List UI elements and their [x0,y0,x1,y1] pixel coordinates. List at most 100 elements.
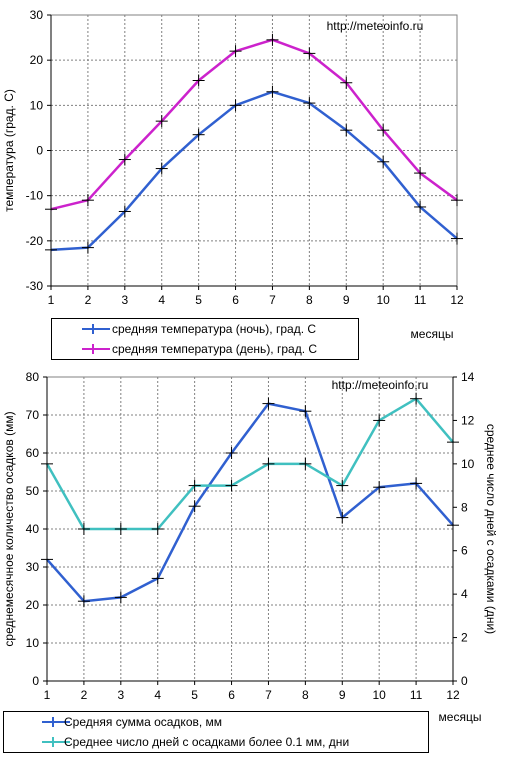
data-point [447,436,459,449]
y-axis-title: температура (град. С) [2,89,16,212]
legend-temperature: средняя температура (ночь), град. С сред… [51,318,359,360]
data-point [451,232,463,245]
x-tick-label: 9 [339,688,346,702]
y2-axis-title: среднее число дней с осадками (дни) [484,424,498,634]
y-tick-label: 50 [26,484,40,498]
data-point [340,76,353,89]
y2-tick-label: 0 [461,674,468,688]
data-point [155,162,168,175]
data-point [114,523,127,535]
y2-tick-label: 8 [461,500,468,514]
data-point [303,97,316,110]
data-point [373,414,386,427]
x-tick-label: 3 [117,688,124,702]
y-tick-label: -10 [26,189,44,203]
x-tick-label: 11 [414,293,427,307]
y2-tick-label: 10 [461,457,475,471]
data-point [262,457,275,470]
y-tick-label: 30 [30,8,44,22]
x-tick-label: 3 [121,293,128,307]
series-line-2 [45,397,454,531]
data-point [229,99,242,112]
y-tick-label: 10 [30,98,44,112]
legend-label-sum: Средняя сумма осадков, мм [64,715,223,729]
data-point [262,397,275,410]
y-tick-label: 0 [32,674,39,688]
data-point [114,591,127,604]
data-point [192,74,205,87]
x-tick-label: 1 [48,293,55,307]
y-tick-label: -30 [26,279,44,293]
x-tick-label: 5 [195,293,202,307]
y-tick-label: 10 [26,636,40,650]
data-point [41,553,53,566]
x-tick-label: 7 [269,293,276,307]
legend-swatch-night [82,324,110,334]
x-tick-label: 10 [373,688,387,702]
y-axis-title: среднемесячное количество осадков (мм) [2,411,16,646]
data-point [266,85,279,98]
x-tick-label: 4 [158,293,165,307]
legend-swatch-day [82,344,110,354]
data-point [151,523,164,535]
legend-item-day: средняя температура (день), град. С [52,339,358,359]
x-tick-label: 8 [302,688,309,702]
series-line-1 [50,90,458,252]
y2-tick-label: 4 [461,587,468,601]
legend-precipitation: Средняя сумма осадков, мм Среднее число … [3,711,429,753]
data-point [410,392,423,405]
y-tick-label: 20 [26,598,40,612]
data-point [225,479,238,492]
source-label: http://meteoinfo.ru [327,19,424,33]
legend-item-days: Среднее число дней с осадками более 0.1 … [4,732,428,752]
series-line-1 [46,402,454,603]
x-tick-label: 4 [154,688,161,702]
y-tick-label: 70 [26,408,40,422]
data-point [81,194,94,207]
data-point [118,153,131,166]
series-line-2 [50,38,458,211]
legend-swatch-sum [42,717,70,727]
x-tick-label: 2 [85,293,92,307]
plot-area [50,14,458,287]
legend-label-day: средняя температура (день), град. С [112,342,318,356]
x-tick-label: 10 [377,293,391,307]
data-point [451,194,463,207]
data-point [414,200,427,213]
legend-label-days: Среднее число дней с осадками более 0.1 … [64,735,350,749]
data-point [192,128,205,141]
data-point [188,500,201,513]
chart-1 [45,14,463,290]
y2-tick-label: 2 [461,631,468,645]
data-point [336,479,349,492]
data-point [299,405,312,418]
data-point [410,477,423,490]
data-point [229,45,242,58]
y-tick-label: -20 [26,234,44,248]
x-tick-label: 6 [228,688,235,702]
data-point [336,511,349,524]
y-tick-label: 0 [36,144,43,158]
x-axis-title: месяцы [411,327,454,341]
y2-tick-label: 12 [461,413,475,427]
x-tick-label: 6 [232,293,239,307]
x-tick-label: 1 [44,688,51,702]
data-point [155,115,168,128]
y-tick-label: 80 [26,370,40,384]
x-tick-label: 2 [81,688,88,702]
source-label: http://meteoinfo.ru [332,378,429,392]
x-tick-label: 11 [410,688,423,702]
data-point [414,167,427,180]
data-point [45,243,57,256]
data-point [188,479,201,492]
data-point [340,124,353,137]
data-point [77,523,90,535]
y2-tick-label: 6 [461,544,468,558]
data-point [45,203,57,216]
legend-item-sum: Средняя сумма осадков, мм [4,712,428,732]
x-tick-label: 8 [306,293,313,307]
y-tick-label: 20 [30,53,44,67]
x-tick-label: 5 [191,688,198,702]
legend-label-night: средняя температура (ночь), град. С [112,322,317,336]
